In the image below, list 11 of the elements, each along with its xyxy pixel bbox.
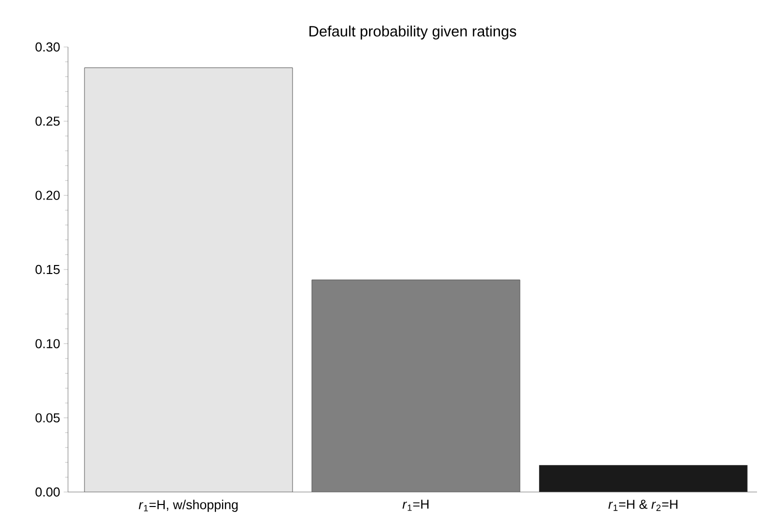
y-tick-label: 0.05 bbox=[36, 413, 60, 422]
x-tick-label: r$_{1}$=H, w/shopping bbox=[138, 500, 238, 512]
y-tick-label: 0.10 bbox=[36, 339, 60, 348]
chart-title: Default probability given ratings bbox=[309, 26, 516, 40]
y-tick-label: 0.30 bbox=[36, 42, 60, 52]
x-tick-label: r$_{1}$=H bbox=[402, 500, 428, 511]
y-tick-label: 0.00 bbox=[36, 487, 60, 497]
y-tick-label: 0.25 bbox=[36, 116, 60, 126]
y-tick-label: 0.20 bbox=[36, 190, 60, 200]
y-tick-label: 0.15 bbox=[36, 264, 60, 274]
x-tick-label: r$_{1}$=H & r$_{2}$=H bbox=[608, 500, 678, 511]
